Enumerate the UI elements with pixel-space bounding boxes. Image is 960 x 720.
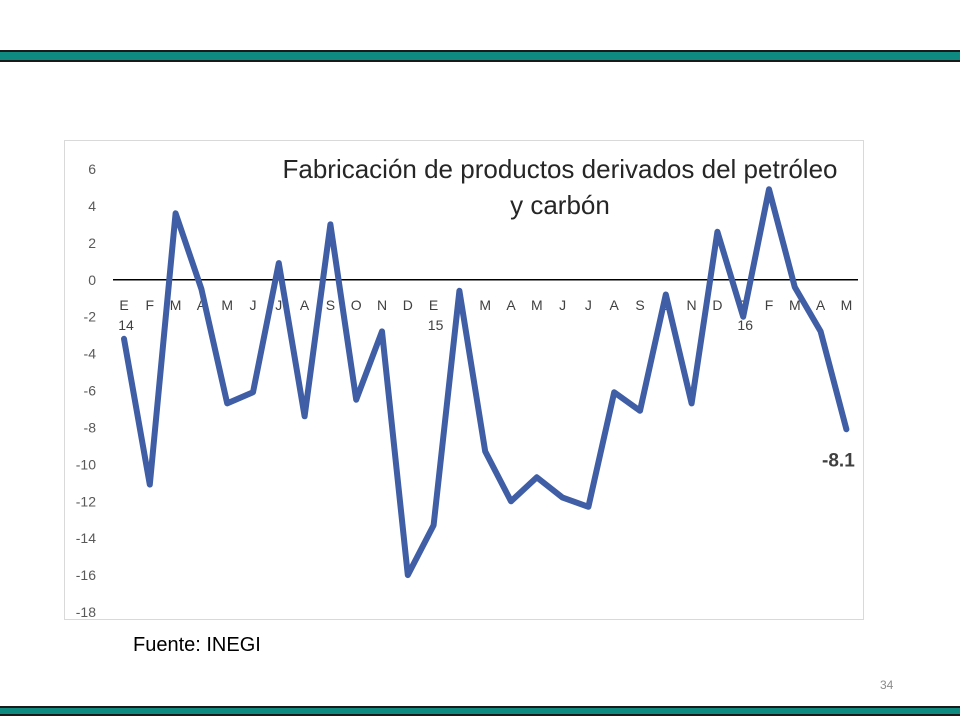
x-tick-label: E bbox=[429, 297, 438, 313]
year-label: 14 bbox=[118, 317, 134, 333]
x-tick-label: J bbox=[275, 297, 282, 313]
chart-title-line: Fabricación de productos derivados del p… bbox=[282, 154, 837, 184]
chart-title-line: y carbón bbox=[510, 190, 610, 220]
data-labels: -8.1 bbox=[822, 450, 855, 471]
x-tick-label: J bbox=[559, 297, 566, 313]
source-note: Fuente: INEGI bbox=[133, 634, 261, 656]
x-tick-label: A bbox=[610, 297, 620, 313]
x-tick-label: A bbox=[197, 297, 207, 313]
chart-title: Fabricación de productos derivados del p… bbox=[282, 154, 837, 220]
x-tick-label: A bbox=[300, 297, 310, 313]
line-chart: Fabricación de productos derivados del p… bbox=[76, 154, 858, 620]
y-tick-label: -12 bbox=[76, 493, 96, 509]
year-label: 15 bbox=[428, 317, 444, 333]
x-tick-label: M bbox=[531, 297, 543, 313]
x-tick-label: E bbox=[119, 297, 128, 313]
bottom-band bbox=[0, 706, 960, 716]
x-tick-label: N bbox=[377, 297, 387, 313]
top-band bbox=[0, 50, 960, 62]
y-tick-label: -8 bbox=[84, 419, 97, 435]
x-tick-label: O bbox=[351, 297, 362, 313]
x-tick-label: M bbox=[479, 297, 491, 313]
x-tick-label: M bbox=[221, 297, 233, 313]
y-tick-label: 6 bbox=[88, 161, 96, 177]
x-tick-label: F bbox=[146, 297, 155, 313]
year-label: 16 bbox=[737, 317, 753, 333]
x-tick-label: A bbox=[506, 297, 516, 313]
x-tick-label: J bbox=[585, 297, 592, 313]
y-tick-label: -6 bbox=[84, 383, 97, 399]
x-tick-label: J bbox=[250, 297, 257, 313]
x-tick-label: M bbox=[170, 297, 182, 313]
x-tick-label: M bbox=[841, 297, 853, 313]
y-tick-label: 4 bbox=[88, 198, 96, 214]
series-line bbox=[121, 186, 850, 579]
y-tick-label: -4 bbox=[84, 346, 97, 362]
x-tick-label: S bbox=[635, 297, 644, 313]
chart-frame: Fabricación de productos derivados del p… bbox=[64, 140, 864, 620]
x-tick-label: A bbox=[816, 297, 826, 313]
y-tick-label: -16 bbox=[76, 567, 96, 583]
series-group bbox=[121, 186, 850, 579]
x-tick-label: F bbox=[765, 297, 774, 313]
page-number: 34 bbox=[880, 678, 894, 692]
x-tick-label: S bbox=[326, 297, 335, 313]
y-axis: 6 4 2 0 -2 -4 -6 -8 -10 -12 -14 -16 -18 bbox=[76, 161, 96, 620]
y-tick-label: -2 bbox=[84, 309, 97, 325]
y-tick-label: 0 bbox=[88, 272, 96, 288]
x-tick-label: D bbox=[712, 297, 722, 313]
x-tick-label: D bbox=[403, 297, 413, 313]
y-tick-label: 2 bbox=[88, 235, 96, 251]
x-tick-label: M bbox=[789, 297, 801, 313]
y-tick-label: -10 bbox=[76, 456, 96, 472]
data-label: -8.1 bbox=[822, 450, 855, 471]
x-tick-label: N bbox=[687, 297, 697, 313]
y-tick-label: -14 bbox=[76, 530, 96, 546]
y-tick-label: -18 bbox=[76, 604, 96, 620]
